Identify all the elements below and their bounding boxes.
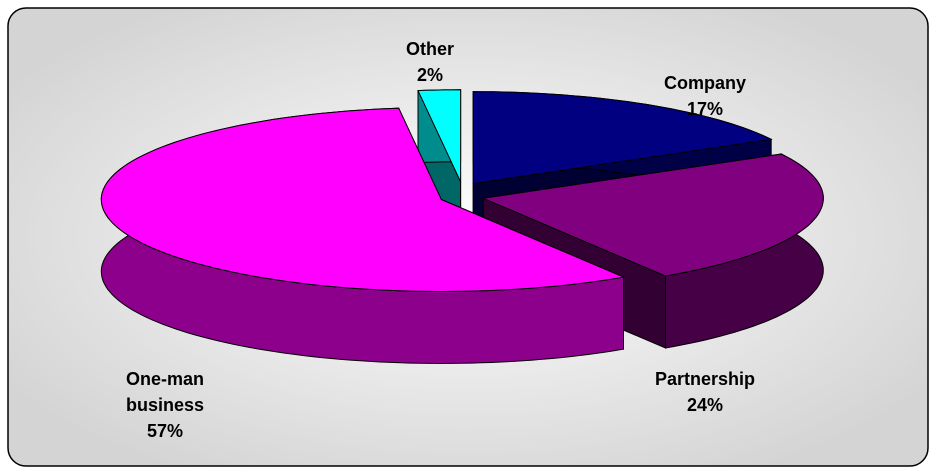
slice-label: Partnership 24% <box>645 366 765 418</box>
category-label: Partnership <box>654 369 756 389</box>
category-label: Company <box>663 73 746 93</box>
category-label: One-man business <box>125 369 205 415</box>
value-label: 24% <box>686 395 724 415</box>
slice <box>100 107 626 293</box>
slice <box>472 91 773 185</box>
slice-label: Company 17% <box>645 70 765 122</box>
category-label: Other <box>405 39 454 59</box>
slice <box>417 89 462 183</box>
slice-label: Other 2% <box>370 36 490 88</box>
slice-label: One-man business 57% <box>105 366 225 444</box>
value-label: 57% <box>146 421 184 441</box>
value-label: 2% <box>416 65 443 85</box>
value-label: 17% <box>686 99 724 119</box>
slice <box>481 153 824 277</box>
